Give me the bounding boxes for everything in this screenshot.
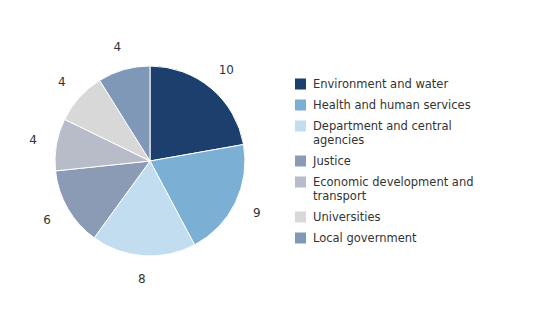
legend-swatch <box>295 156 306 167</box>
legend-swatch <box>295 79 306 90</box>
legend-item: Local government <box>295 231 417 245</box>
pie-slice <box>100 66 150 161</box>
legend: Environment and water Health and human se… <box>295 77 473 245</box>
legend-swatch <box>295 100 306 111</box>
legend-item: Environment and water <box>295 77 448 91</box>
legend-label: Department and centralagencies <box>313 119 452 147</box>
pie-slice <box>56 161 150 238</box>
legend-label: Health and human services <box>313 98 471 112</box>
legend-label: Environment and water <box>313 77 448 91</box>
legend-label-line: Health and human services <box>313 98 471 112</box>
data-label: 8 <box>138 272 146 286</box>
legend-label: Universities <box>313 210 380 224</box>
legend-item: Justice <box>295 154 351 168</box>
legend-item: Department and centralagencies <box>295 119 452 147</box>
legend-swatch <box>295 233 306 244</box>
data-label: 4 <box>113 40 121 54</box>
chart: 10 9 8 6 4 4 4 Environment and water Health and … <box>0 0 542 322</box>
data-labels: 10 9 8 6 4 4 4 <box>29 40 260 287</box>
legend-label-line: Local government <box>313 231 417 245</box>
legend-item: Universities <box>295 210 380 224</box>
data-label: 10 <box>219 63 234 77</box>
legend-swatch <box>295 121 306 132</box>
legend-item: Health and human services <box>295 98 471 112</box>
legend-label: Economic development andtransport <box>313 175 473 203</box>
legend-item: Economic development andtransport <box>295 175 473 203</box>
legend-label: Justice <box>312 154 351 168</box>
data-label: 4 <box>29 133 37 147</box>
legend-label-line: Justice <box>312 154 351 168</box>
pie <box>55 66 245 256</box>
legend-swatch <box>295 177 306 188</box>
legend-label-line: Department and central <box>313 119 452 133</box>
data-label: 6 <box>43 213 51 227</box>
legend-label-line: Environment and water <box>313 77 448 91</box>
legend-label-line: agencies <box>313 133 364 147</box>
legend-label-line: transport <box>313 189 367 203</box>
legend-swatch <box>295 212 306 223</box>
legend-label-line: Universities <box>313 210 380 224</box>
data-label: 4 <box>58 75 66 89</box>
data-label: 9 <box>253 206 261 220</box>
legend-label: Local government <box>313 231 417 245</box>
legend-label-line: Economic development and <box>313 175 473 189</box>
